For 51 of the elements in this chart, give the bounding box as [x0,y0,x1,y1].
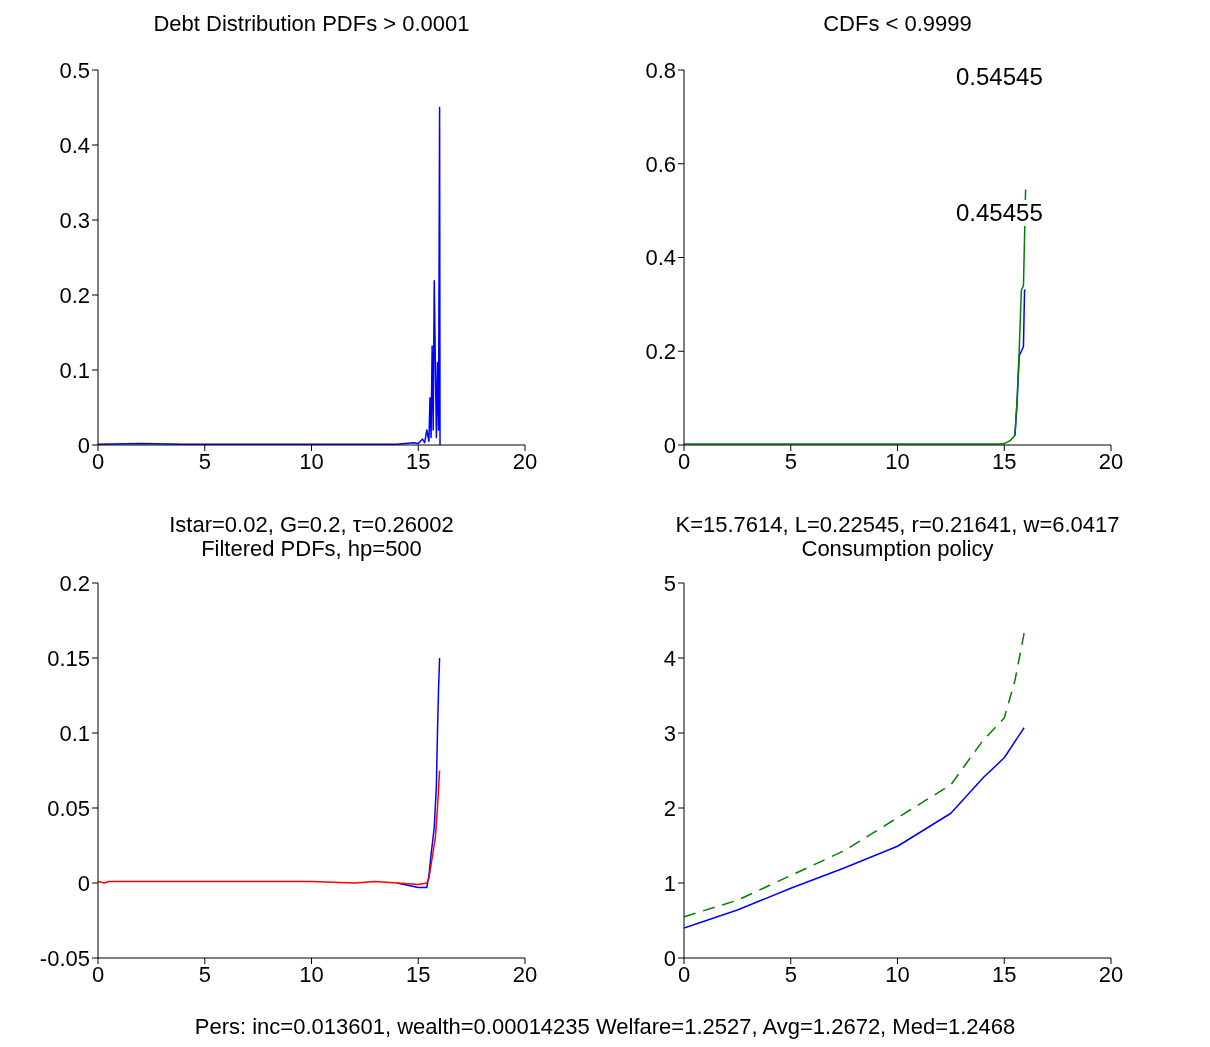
x-tick-label: 5 [198,448,211,474]
y-tick-label: 1 [663,870,676,896]
text: Pers: inc=0.013601, wealth=0.00014235 Welfare=1.2527, Avg=1.2672, Med=1.2468 [194,1014,1016,1040]
y-tick-label: 4 [663,645,676,671]
y-tick-label: -0.05 [39,945,90,971]
annotation: 0.45455 [956,199,1043,226]
x-tick-label: 5 [784,961,797,987]
x-tick-label: 15 [992,961,1017,987]
y-tick-label: 0 [77,432,90,458]
y-tick-label: 5 [663,570,676,596]
chart-subtitle: Filtered PDFs, hp=500 [201,536,422,561]
x-tick-label: 20 [1098,448,1124,474]
y-tick-label: 0.8 [645,57,676,83]
x-tick-label: 15 [406,961,431,987]
x-tick-label: 20 [512,448,538,474]
chart-title: CDFs < 0.9999 [823,11,972,36]
y-tick-label: 0.2 [59,570,90,596]
y-tick-label: 0.2 [645,339,676,365]
chart-title: Istar=0.02, G=0.2, τ=0.26002 [169,512,454,537]
y-tick-label: 0.6 [645,151,676,177]
x-tick-label: 20 [512,961,538,987]
y-tick-label: 0.15 [47,645,90,671]
line-series [684,727,1025,929]
y-tick-label: 0.1 [59,720,90,746]
y-tick-label: 2 [663,795,676,821]
line-series [684,630,1026,918]
chart-subtitle: Consumption policy [801,536,994,561]
y-tick-label: 0 [77,870,90,896]
x-tick-label: 15 [992,448,1017,474]
y-tick-label: 0 [663,945,676,971]
x-tick-label: 5 [784,448,797,474]
annotation: 0.54545 [956,63,1043,90]
y-tick-label: 0 [663,432,676,458]
x-tick-label: 10 [885,448,910,474]
y-tick-label: 0.4 [59,132,90,158]
y-tick-label: 0.4 [645,245,676,271]
x-tick-label: 10 [299,961,324,987]
x-tick-label: 15 [406,448,431,474]
x-tick-label: 10 [885,961,910,987]
chart-title: K=15.7614, L=0.22545, r=0.21641, w=6.0417 [675,512,1120,537]
y-tick-label: 0.2 [59,282,90,308]
y-tick-label: 0.05 [47,795,90,821]
y-tick-label: 3 [663,720,676,746]
y-tick-label: 0.1 [59,357,90,383]
x-tick-label: 5 [198,961,211,987]
y-tick-label: 0.3 [59,207,90,233]
x-tick-label: 20 [1098,961,1124,987]
y-tick-label: 0.5 [59,57,90,83]
chart-title: Debt Distribution PDFs > 0.0001 [153,11,470,36]
x-tick-label: 10 [299,448,324,474]
line-series [98,769,441,886]
